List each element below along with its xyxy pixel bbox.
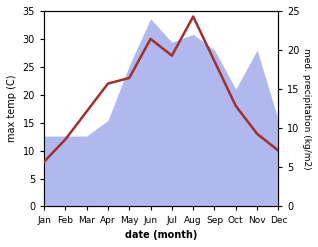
- Y-axis label: med. precipitation (kg/m2): med. precipitation (kg/m2): [302, 48, 311, 169]
- Y-axis label: max temp (C): max temp (C): [7, 75, 17, 143]
- X-axis label: date (month): date (month): [125, 230, 197, 240]
